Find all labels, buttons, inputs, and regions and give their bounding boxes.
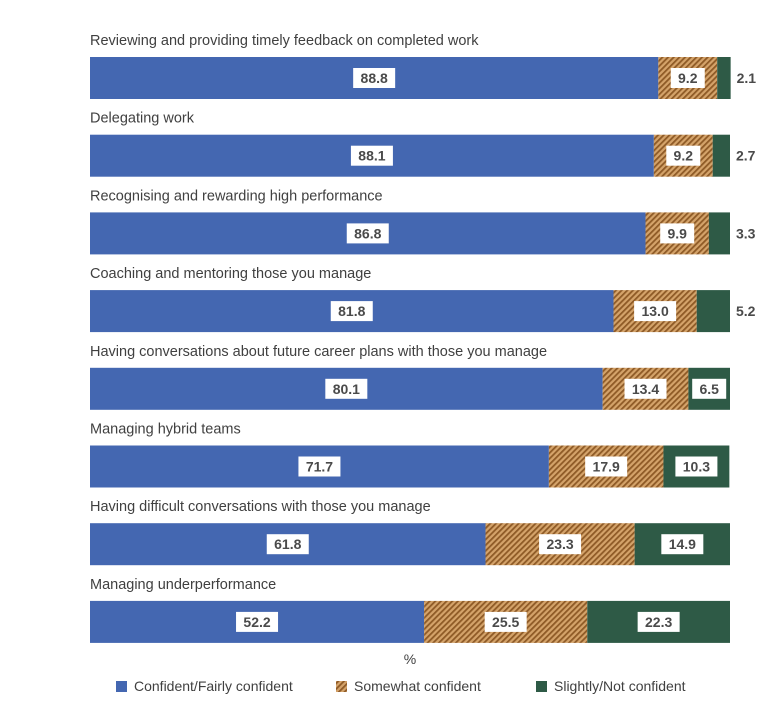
value-label: 80.1: [333, 381, 360, 397]
legend-item: Somewhat confident: [336, 678, 481, 694]
bar-segment: [712, 134, 730, 177]
legend-swatch: [536, 681, 547, 692]
value-label: 88.8: [361, 70, 388, 86]
bar-group: Managing hybrid teams 71.7 17.9 10.3: [90, 422, 730, 488]
value-label-box: [350, 145, 393, 166]
value-label: 88.1: [358, 148, 385, 164]
category-label: Having difficult conversations with thos…: [90, 499, 431, 515]
bar-group: Reviewing and providing timely feedback …: [90, 33, 756, 99]
value-label: 61.8: [274, 536, 301, 552]
value-label: 9.2: [678, 70, 698, 86]
value-label-box: [666, 145, 701, 166]
bar-group: Delegating work 88.1 9.2 2.7: [90, 111, 756, 177]
bar-segment: [708, 212, 730, 255]
value-label-box: [637, 611, 680, 632]
value-label-box: [692, 378, 727, 399]
value-label-box: [298, 456, 341, 477]
bar-group: Coaching and mentoring those you manage 8…: [90, 266, 756, 333]
value-label: 10.3: [683, 459, 710, 475]
bar-group: Recognising and rewarding high performan…: [90, 188, 756, 255]
bar-group: Having difficult conversations with thos…: [90, 499, 730, 566]
value-label: 22.3: [645, 614, 672, 630]
value-label-box: [539, 534, 582, 555]
value-label: 52.2: [243, 614, 270, 630]
bar-segment: [717, 57, 731, 99]
value-label-box: [325, 378, 368, 399]
legend: Confident/Fairly confident Somewhat confi…: [116, 678, 686, 694]
value-label: 13.0: [641, 303, 668, 319]
value-label-box: [353, 68, 396, 88]
bars-layer: Reviewing and providing timely feedback …: [90, 33, 756, 643]
bar-group: Having conversations about future career…: [90, 344, 730, 410]
value-label: 2.7: [736, 148, 756, 164]
value-label-box: [661, 534, 704, 555]
category-label: Managing underperformance: [90, 577, 276, 593]
legend-label: Slightly/Not confident: [554, 678, 686, 694]
bar-segment: [696, 290, 730, 333]
value-label: 23.3: [546, 536, 573, 552]
value-label: 6.5: [699, 381, 719, 397]
legend-swatch: [336, 681, 347, 692]
value-label: 71.7: [306, 459, 333, 475]
value-label: 25.5: [492, 614, 519, 630]
value-label: 14.9: [669, 536, 696, 552]
category-label: Coaching and mentoring those you manage: [90, 266, 371, 282]
value-label-box: [670, 68, 705, 88]
value-label: 5.2: [736, 303, 756, 319]
value-label-box: [484, 611, 527, 632]
value-label-box: [624, 378, 667, 399]
value-label: 9.9: [667, 225, 687, 241]
legend-label: Somewhat confident: [354, 678, 481, 694]
category-label: Recognising and rewarding high performan…: [90, 188, 383, 204]
value-label: 81.8: [338, 303, 365, 319]
value-label-box: [346, 223, 389, 244]
value-label: 3.3: [736, 225, 756, 241]
category-label: Delegating work: [90, 111, 195, 127]
category-label: Having conversations about future career…: [90, 344, 547, 360]
x-axis-label: %: [404, 651, 416, 667]
legend-swatch: [116, 681, 127, 692]
value-label: 2.1: [737, 70, 757, 86]
value-label-box: [585, 456, 628, 477]
value-label: 9.2: [674, 148, 694, 164]
value-label-box: [660, 223, 695, 244]
value-label: 17.9: [593, 459, 620, 475]
category-label: Reviewing and providing timely feedback …: [90, 33, 479, 49]
bar-group: Managing underperformance 52.2 25.5 22.3: [90, 577, 730, 643]
value-label: 86.8: [354, 225, 381, 241]
value-label-box: [330, 301, 373, 322]
value-label-box: [236, 611, 279, 632]
value-label-box: [266, 534, 309, 555]
value-label-box: [634, 301, 677, 322]
legend-item: Confident/Fairly confident: [116, 678, 293, 694]
category-label: Managing hybrid teams: [90, 422, 241, 438]
value-label: 13.4: [632, 381, 659, 397]
legend-label: Confident/Fairly confident: [134, 678, 293, 694]
legend-item: Slightly/Not confident: [536, 678, 686, 694]
value-label-box: [675, 456, 718, 477]
